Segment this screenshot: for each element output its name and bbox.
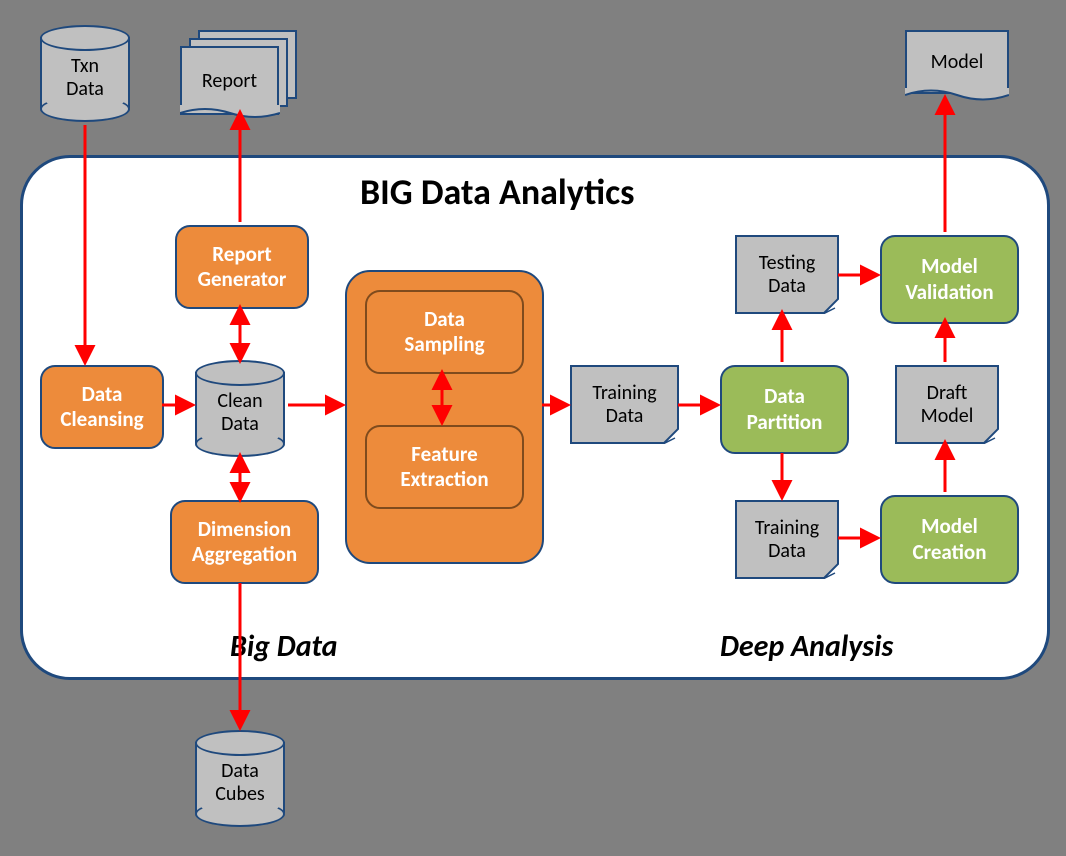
subtitle-bigdata: Big Data [230, 628, 337, 665]
cylinder-txn-data: TxnData [40, 25, 130, 120]
report-doc: Report [180, 30, 300, 115]
node-model-validation: ModelValidation [880, 235, 1019, 324]
node-report-generator: ReportGenerator [175, 225, 309, 309]
report-label: Report [202, 69, 257, 93]
subtitle-deep: Deep Analysis [720, 628, 893, 665]
node-data-cleansing: DataCleansing [40, 365, 164, 449]
cylinder-clean-data: CleanData [195, 360, 285, 455]
doc-draft-model: DraftModel [895, 365, 999, 444]
node-data-partition: DataPartition [720, 365, 849, 454]
node-feature-extraction: FeatureExtraction [365, 425, 524, 509]
doc-training-data: TrainingData [570, 365, 679, 444]
node-model-creation: ModelCreation [880, 495, 1019, 584]
main-title: BIG Data Analytics [360, 170, 635, 214]
model-label: Model [931, 51, 984, 74]
data-cubes-label: DataCubes [195, 760, 285, 806]
cylinder-data-cubes: DataCubes [195, 730, 285, 825]
doc-training-data-2: TrainingData [735, 500, 839, 579]
txn-data-label: TxnData [40, 55, 130, 101]
node-data-sampling: DataSampling [365, 290, 524, 374]
doc-testing-data: TestingData [735, 235, 839, 314]
doc-model: Model [905, 30, 1009, 94]
clean-data-label: CleanData [195, 390, 285, 436]
node-dimension-aggregation: DimensionAggregation [170, 500, 319, 584]
